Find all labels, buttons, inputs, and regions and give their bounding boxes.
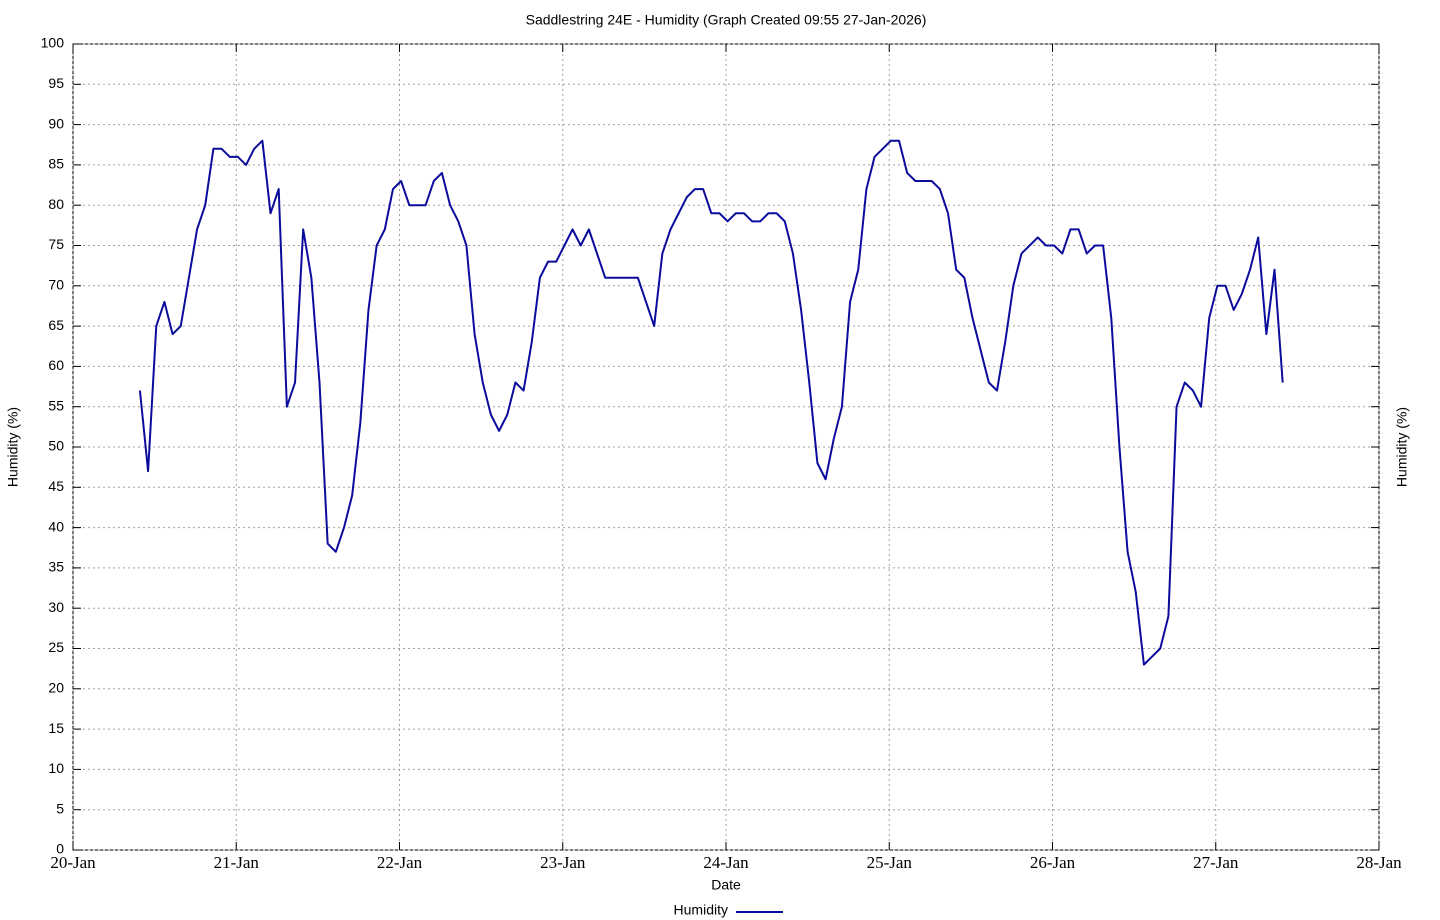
y-tick-label: 5 bbox=[56, 800, 64, 816]
y-tick-label: 85 bbox=[48, 156, 64, 172]
y2-axis-label: Humidity (%) bbox=[1394, 407, 1410, 487]
y-tick-label: 55 bbox=[48, 397, 64, 413]
x-tick-label: 26-Jan bbox=[1030, 853, 1076, 872]
y-tick-label: 35 bbox=[48, 559, 64, 575]
chart-title: Saddlestring 24E - Humidity (Graph Creat… bbox=[526, 12, 927, 28]
y-tick-label: 80 bbox=[48, 196, 64, 212]
y-tick-label: 65 bbox=[48, 317, 64, 333]
y-tick-label: 70 bbox=[48, 277, 64, 293]
x-axis-label: Date bbox=[711, 877, 741, 893]
y-tick-label: 50 bbox=[48, 438, 64, 454]
legend-label: Humidity bbox=[674, 902, 728, 918]
x-tick-label: 25-Jan bbox=[867, 853, 913, 872]
y-tick-label: 20 bbox=[48, 680, 64, 696]
y-tick-label: 90 bbox=[48, 115, 64, 131]
x-tick-label: 24-Jan bbox=[703, 853, 749, 872]
y-axis-label: Humidity (%) bbox=[5, 407, 21, 487]
y-tick-label: 45 bbox=[48, 478, 64, 494]
y-tick-label: 95 bbox=[48, 75, 64, 91]
y-tick-label: 100 bbox=[41, 35, 65, 51]
x-tick-label: 22-Jan bbox=[377, 853, 423, 872]
humidity-line bbox=[138, 139, 1284, 666]
y-tick-label: 40 bbox=[48, 518, 64, 534]
x-tick-label: 27-Jan bbox=[1193, 853, 1239, 872]
y-tick-label: 15 bbox=[48, 720, 64, 736]
y-tick-label: 60 bbox=[48, 357, 64, 373]
y-tick-label: 0 bbox=[56, 841, 64, 857]
x-tick-label: 28-Jan bbox=[1356, 853, 1402, 872]
x-tick-label: 23-Jan bbox=[540, 853, 586, 872]
y-tick-label: 10 bbox=[48, 760, 64, 776]
x-tick-label: 21-Jan bbox=[214, 853, 260, 872]
y-tick-label: 75 bbox=[48, 236, 64, 252]
y-tick-label: 30 bbox=[48, 599, 64, 615]
x-tick-label: 20-Jan bbox=[50, 853, 96, 872]
y-tick-label: 25 bbox=[48, 639, 64, 655]
